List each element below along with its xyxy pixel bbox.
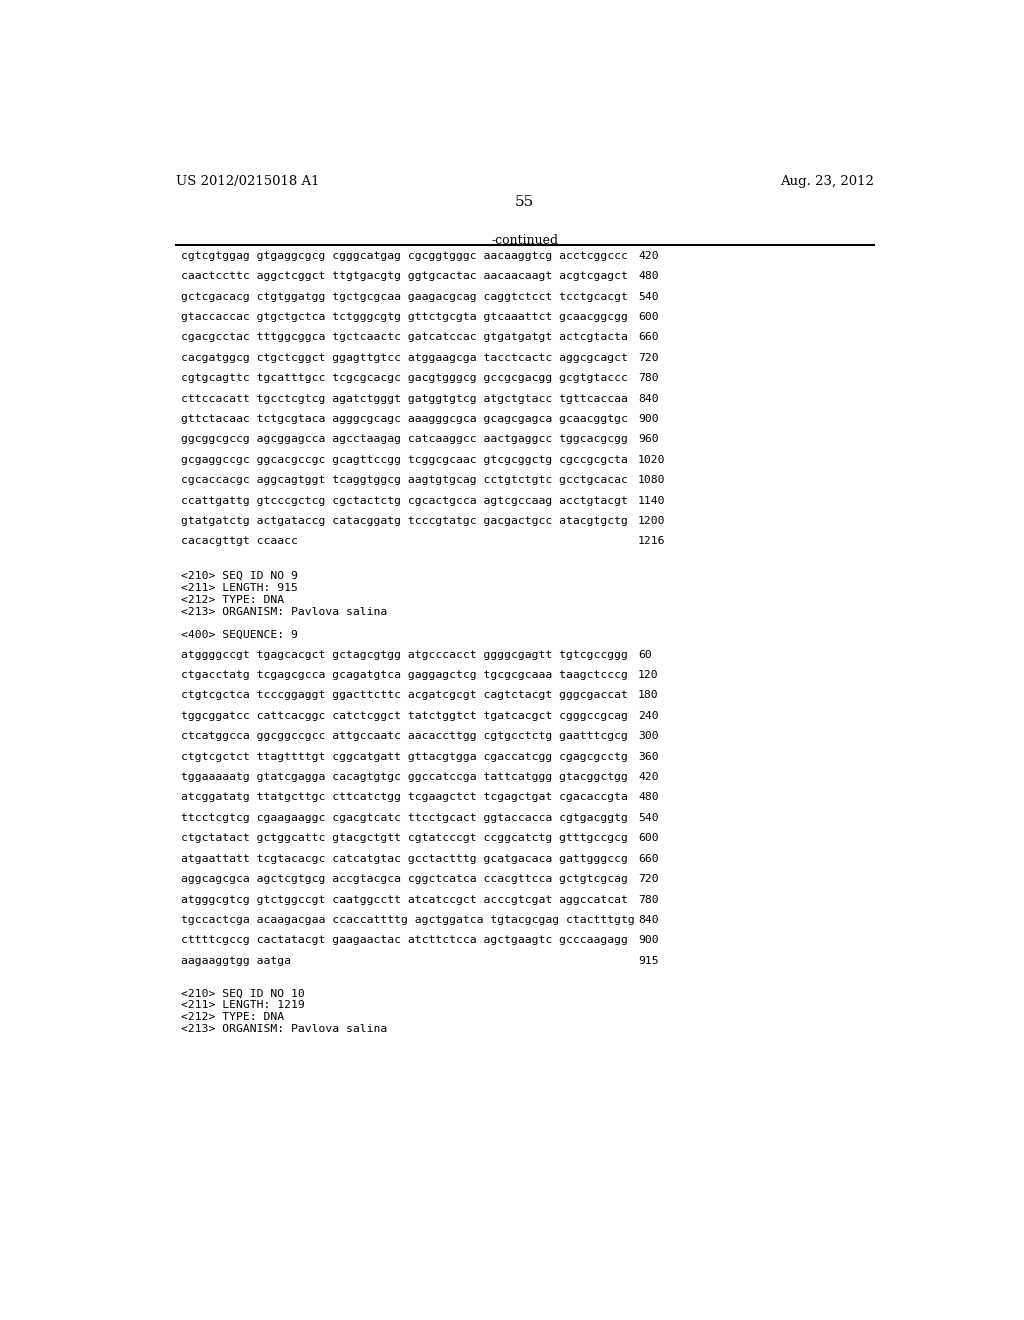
Text: 240: 240	[638, 711, 658, 721]
Text: caactccttc aggctcggct ttgtgacgtg ggtgcactac aacaacaagt acgtcgagct: caactccttc aggctcggct ttgtgacgtg ggtgcac…	[180, 271, 628, 281]
Text: 600: 600	[638, 312, 658, 322]
Text: cttccacatt tgcctcgtcg agatctgggt gatggtgtcg atgctgtacc tgttcaccaa: cttccacatt tgcctcgtcg agatctgggt gatggtg…	[180, 393, 628, 404]
Text: 1200: 1200	[638, 516, 666, 527]
Text: 1020: 1020	[638, 455, 666, 465]
Text: 960: 960	[638, 434, 658, 445]
Text: 480: 480	[638, 792, 658, 803]
Text: 1216: 1216	[638, 536, 666, 546]
Text: <213> ORGANISM: Pavlova salina: <213> ORGANISM: Pavlova salina	[180, 1024, 387, 1035]
Text: 300: 300	[638, 731, 658, 742]
Text: <210> SEQ ID NO 9: <210> SEQ ID NO 9	[180, 570, 298, 581]
Text: 180: 180	[638, 690, 658, 701]
Text: 840: 840	[638, 915, 658, 925]
Text: 660: 660	[638, 854, 658, 863]
Text: cacgatggcg ctgctcggct ggagttgtcc atggaagcga tacctcactc aggcgcagct: cacgatggcg ctgctcggct ggagttgtcc atggaag…	[180, 352, 628, 363]
Text: 780: 780	[638, 895, 658, 904]
Text: gtaccaccac gtgctgctca tctgggcgtg gttctgcgta gtcaaattct gcaacggcgg: gtaccaccac gtgctgctca tctgggcgtg gttctgc…	[180, 312, 628, 322]
Text: 420: 420	[638, 251, 658, 261]
Text: 540: 540	[638, 813, 658, 822]
Text: US 2012/0215018 A1: US 2012/0215018 A1	[176, 176, 319, 189]
Text: 900: 900	[638, 414, 658, 424]
Text: -continued: -continued	[492, 234, 558, 247]
Text: Aug. 23, 2012: Aug. 23, 2012	[779, 176, 873, 189]
Text: 480: 480	[638, 271, 658, 281]
Text: 420: 420	[638, 772, 658, 781]
Text: <212> TYPE: DNA: <212> TYPE: DNA	[180, 1012, 284, 1022]
Text: 600: 600	[638, 833, 658, 843]
Text: atcggatatg ttatgcttgc cttcatctgg tcgaagctct tcgagctgat cgacaccgta: atcggatatg ttatgcttgc cttcatctgg tcgaagc…	[180, 792, 628, 803]
Text: tggcggatcc cattcacggc catctcggct tatctggtct tgatcacgct cgggccgcag: tggcggatcc cattcacggc catctcggct tatctgg…	[180, 711, 628, 721]
Text: cgtcgtggag gtgaggcgcg cgggcatgag cgcggtgggc aacaaggtcg acctcggccc: cgtcgtggag gtgaggcgcg cgggcatgag cgcggtg…	[180, 251, 628, 261]
Text: gctcgacacg ctgtggatgg tgctgcgcaa gaagacgcag caggtctcct tcctgcacgt: gctcgacacg ctgtggatgg tgctgcgcaa gaagacg…	[180, 292, 628, 301]
Text: <211> LENGTH: 1219: <211> LENGTH: 1219	[180, 1001, 304, 1010]
Text: tggaaaaatg gtatcgagga cacagtgtgc ggccatccga tattcatggg gtacggctgg: tggaaaaatg gtatcgagga cacagtgtgc ggccatc…	[180, 772, 628, 781]
Text: 540: 540	[638, 292, 658, 301]
Text: 915: 915	[638, 956, 658, 966]
Text: cacacgttgt ccaacc: cacacgttgt ccaacc	[180, 536, 298, 546]
Text: 120: 120	[638, 671, 658, 680]
Text: <210> SEQ ID NO 10: <210> SEQ ID NO 10	[180, 989, 304, 998]
Text: <213> ORGANISM: Pavlova salina: <213> ORGANISM: Pavlova salina	[180, 607, 387, 616]
Text: 360: 360	[638, 751, 658, 762]
Text: cgtgcagttc tgcatttgcc tcgcgcacgc gacgtgggcg gccgcgacgg gcgtgtaccc: cgtgcagttc tgcatttgcc tcgcgcacgc gacgtgg…	[180, 374, 628, 383]
Text: ttcctcgtcg cgaagaaggc cgacgtcatc ttcctgcact ggtaccacca cgtgacggtg: ttcctcgtcg cgaagaaggc cgacgtcatc ttcctgc…	[180, 813, 628, 822]
Text: 720: 720	[638, 352, 658, 363]
Text: <211> LENGTH: 915: <211> LENGTH: 915	[180, 582, 298, 593]
Text: ctgtcgctct ttagttttgt cggcatgatt gttacgtgga cgaccatcgg cgagcgcctg: ctgtcgctct ttagttttgt cggcatgatt gttacgt…	[180, 751, 628, 762]
Text: cgcaccacgc aggcagtggt tcaggtggcg aagtgtgcag cctgtctgtc gcctgcacac: cgcaccacgc aggcagtggt tcaggtggcg aagtgtg…	[180, 475, 628, 486]
Text: gttctacaac tctgcgtaca agggcgcagc aaagggcgca gcagcgagca gcaacggtgc: gttctacaac tctgcgtaca agggcgcagc aaagggc…	[180, 414, 628, 424]
Text: gcgaggccgc ggcacgccgc gcagttccgg tcggcgcaac gtcgcggctg cgccgcgcta: gcgaggccgc ggcacgccgc gcagttccgg tcggcgc…	[180, 455, 628, 465]
Text: 660: 660	[638, 333, 658, 342]
Text: <400> SEQUENCE: 9: <400> SEQUENCE: 9	[180, 630, 298, 639]
Text: ccattgattg gtcccgctcg cgctactctg cgcactgcca agtcgccaag acctgtacgt: ccattgattg gtcccgctcg cgctactctg cgcactg…	[180, 496, 628, 506]
Text: ctgtcgctca tcccggaggt ggacttcttc acgatcgcgt cagtctacgt gggcgaccat: ctgtcgctca tcccggaggt ggacttcttc acgatcg…	[180, 690, 628, 701]
Text: atggggccgt tgagcacgct gctagcgtgg atgcccacct ggggcgagtt tgtcgccggg: atggggccgt tgagcacgct gctagcgtgg atgccca…	[180, 649, 628, 660]
Text: ctgctatact gctggcattc gtacgctgtt cgtatcccgt ccggcatctg gtttgccgcg: ctgctatact gctggcattc gtacgctgtt cgtatcc…	[180, 833, 628, 843]
Text: atgggcgtcg gtctggccgt caatggcctt atcatccgct acccgtcgat aggccatcat: atgggcgtcg gtctggccgt caatggcctt atcatcc…	[180, 895, 628, 904]
Text: 1140: 1140	[638, 496, 666, 506]
Text: ctcatggcca ggcggccgcc attgccaatc aacaccttgg cgtgcctctg gaatttcgcg: ctcatggcca ggcggccgcc attgccaatc aacacct…	[180, 731, 628, 742]
Text: 780: 780	[638, 374, 658, 383]
Text: ctgacctatg tcgagcgcca gcagatgtca gaggagctcg tgcgcgcaaa taagctcccg: ctgacctatg tcgagcgcca gcagatgtca gaggagc…	[180, 671, 628, 680]
Text: tgccactcga acaagacgaa ccaccattttg agctggatca tgtacgcgag ctactttgtg: tgccactcga acaagacgaa ccaccattttg agctgg…	[180, 915, 635, 925]
Text: gtatgatctg actgataccg catacggatg tcccgtatgc gacgactgcc atacgtgctg: gtatgatctg actgataccg catacggatg tcccgta…	[180, 516, 628, 527]
Text: 1080: 1080	[638, 475, 666, 486]
Text: 840: 840	[638, 393, 658, 404]
Text: aagaaggtgg aatga: aagaaggtgg aatga	[180, 956, 291, 966]
Text: ggcggcgccg agcggagcca agcctaagag catcaaggcc aactgaggcc tggcacgcgg: ggcggcgccg agcggagcca agcctaagag catcaag…	[180, 434, 628, 445]
Text: atgaattatt tcgtacacgc catcatgtac gcctactttg gcatgacaca gattgggccg: atgaattatt tcgtacacgc catcatgtac gcctact…	[180, 854, 628, 863]
Text: 55: 55	[515, 195, 535, 210]
Text: cgacgcctac tttggcggca tgctcaactc gatcatccac gtgatgatgt actcgtacta: cgacgcctac tttggcggca tgctcaactc gatcatc…	[180, 333, 628, 342]
Text: cttttcgccg cactatacgt gaagaactac atcttctcca agctgaagtc gcccaagagg: cttttcgccg cactatacgt gaagaactac atcttct…	[180, 936, 628, 945]
Text: 60: 60	[638, 649, 651, 660]
Text: aggcagcgca agctcgtgcg accgtacgca cggctcatca ccacgttcca gctgtcgcag: aggcagcgca agctcgtgcg accgtacgca cggctca…	[180, 874, 628, 884]
Text: 720: 720	[638, 874, 658, 884]
Text: 900: 900	[638, 936, 658, 945]
Text: <212> TYPE: DNA: <212> TYPE: DNA	[180, 594, 284, 605]
